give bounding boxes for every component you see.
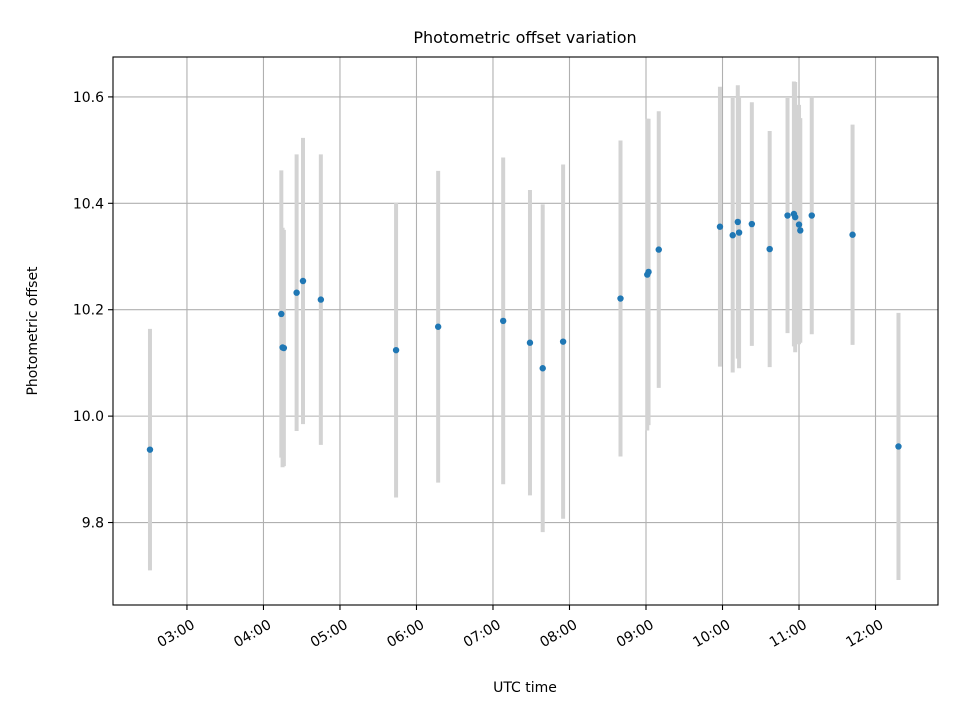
data-point (734, 218, 742, 226)
data-point (299, 277, 307, 285)
data-point (808, 212, 815, 219)
chart-title: Photometric offset variation (413, 28, 636, 47)
data-point (499, 317, 507, 325)
data-point (791, 213, 799, 221)
data-point (748, 220, 756, 228)
plot-frame (112, 56, 939, 606)
data-point (539, 365, 546, 372)
data-point (434, 323, 442, 330)
data-point (895, 443, 902, 450)
y-tick-label: 10.2 (73, 303, 104, 319)
data-points (146, 210, 902, 453)
data-point (797, 227, 804, 234)
y-axis-label: Photometric offset (25, 266, 41, 396)
data-point (795, 221, 803, 228)
data-point (784, 212, 791, 219)
data-point (729, 232, 736, 239)
y-axis-ticks: 9.8 10.0 10.2 10.4 10.6 (73, 90, 113, 532)
data-point (293, 289, 300, 296)
y-tick-label: 9.8 (82, 516, 104, 532)
y-tick-label: 10.4 (73, 196, 104, 212)
data-point (849, 231, 856, 238)
y-tick-label: 10.6 (73, 90, 104, 106)
y-tick-label: 10.0 (73, 409, 104, 425)
data-point (278, 310, 285, 318)
data-point (526, 339, 534, 346)
x-axis-label: UTC time (493, 680, 557, 696)
data-point (617, 295, 624, 302)
data-point (146, 446, 154, 453)
data-point (645, 268, 652, 276)
data-point (280, 344, 288, 352)
data-point (716, 223, 724, 230)
data-point (766, 245, 773, 253)
data-point (392, 346, 400, 354)
data-point (655, 246, 662, 253)
data-point (735, 229, 743, 236)
data-point (559, 338, 567, 345)
data-point (317, 296, 325, 303)
